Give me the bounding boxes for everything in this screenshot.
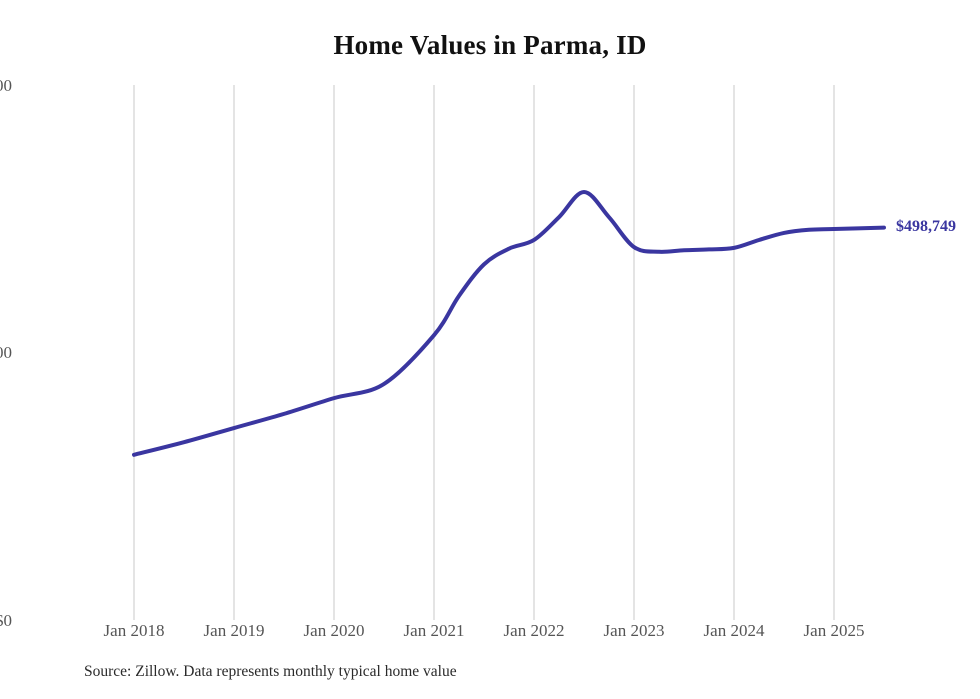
x-axis-tick-label-jan-2022: Jan 2022 — [503, 621, 565, 640]
end-value-annotation: $498,749 — [896, 217, 956, 235]
y-axis-tick-label-top: $680,000 — [0, 76, 12, 95]
y-axis-tick-label-mid: $340,000 — [0, 343, 12, 362]
source-note: Source: Zillow. Data represents monthly … — [84, 663, 457, 680]
gridlines — [133, 85, 835, 620]
x-axis-tick-label-jan-2025: Jan 2025 — [803, 621, 865, 640]
x-axis-tick-label-jan-2023: Jan 2023 — [603, 621, 665, 640]
data-line-series-typical-home-value — [132, 190, 886, 457]
x-axis-tick-label-jan-2018: Jan 2018 — [103, 621, 165, 640]
x-axis-tick-label-jan-2021: Jan 2021 — [403, 621, 465, 640]
x-axis-tick-label-jan-2019: Jan 2019 — [203, 621, 265, 640]
x-axis-tick-label-jan-2020: Jan 2020 — [303, 621, 365, 640]
x-axis-tick-label-jan-2024: Jan 2024 — [703, 621, 765, 640]
chart-title: Home Values in Parma, ID — [333, 30, 647, 60]
y-axis-tick-label-bottom: $0 — [0, 611, 12, 630]
